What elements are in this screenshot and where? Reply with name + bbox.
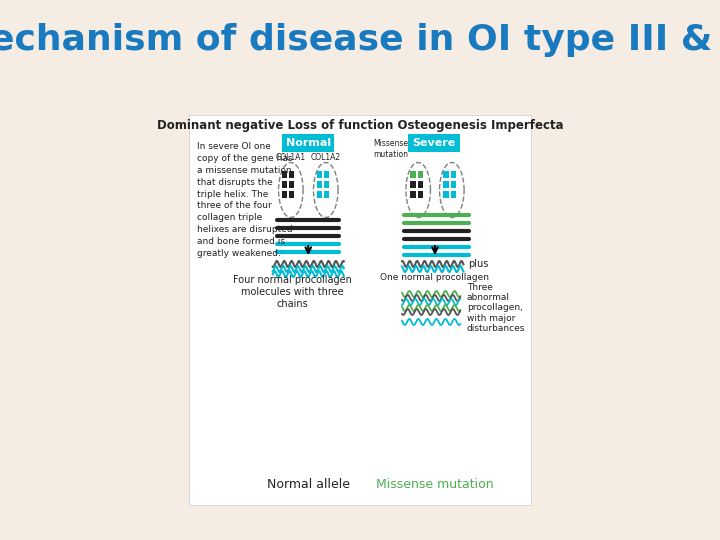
Bar <box>418 181 423 188</box>
Bar <box>282 181 287 188</box>
Bar <box>444 181 449 188</box>
Bar <box>418 171 423 178</box>
Bar <box>282 171 287 178</box>
Text: Normal: Normal <box>286 138 331 148</box>
Bar <box>444 191 449 198</box>
Text: COL1A2: COL1A2 <box>310 153 341 163</box>
Text: One normal procollagen: One normal procollagen <box>380 273 490 282</box>
Bar <box>289 181 294 188</box>
Bar <box>408 134 460 152</box>
Bar <box>324 191 329 198</box>
Bar <box>418 191 423 198</box>
Bar <box>451 181 456 188</box>
Bar <box>410 191 415 198</box>
Bar <box>451 171 456 178</box>
Bar <box>189 115 531 505</box>
Bar <box>324 171 329 178</box>
Bar <box>451 191 456 198</box>
Bar <box>317 191 322 198</box>
Bar <box>324 181 329 188</box>
Text: Missense mutation: Missense mutation <box>376 478 494 491</box>
Bar <box>289 171 294 178</box>
Text: Normal allele: Normal allele <box>267 478 350 491</box>
Bar <box>317 171 322 178</box>
Text: Four normal procollagen
molecules with three
chains: Four normal procollagen molecules with t… <box>233 275 351 308</box>
Bar <box>410 181 415 188</box>
Text: Mechanism of disease in OI type III & IV: Mechanism of disease in OI type III & IV <box>0 23 720 57</box>
Bar <box>282 134 334 152</box>
Text: Dominant negative Loss of function Osteogenesis Imperfecta: Dominant negative Loss of function Osteo… <box>157 118 563 132</box>
Text: In severe OI one
copy of the gene has
a missense mutation
that disrupts the
trip: In severe OI one copy of the gene has a … <box>197 143 293 258</box>
Text: COL1A1: COL1A1 <box>276 153 306 163</box>
Bar <box>282 191 287 198</box>
Text: plus: plus <box>469 259 489 269</box>
Bar <box>289 191 294 198</box>
Text: Three
abnormal
procollagen,
with major
disturbances: Three abnormal procollagen, with major d… <box>467 283 525 333</box>
Bar <box>317 181 322 188</box>
Text: Missense
mutation: Missense mutation <box>374 139 408 159</box>
Bar <box>410 171 415 178</box>
Bar <box>444 171 449 178</box>
Text: Severe: Severe <box>413 138 456 148</box>
